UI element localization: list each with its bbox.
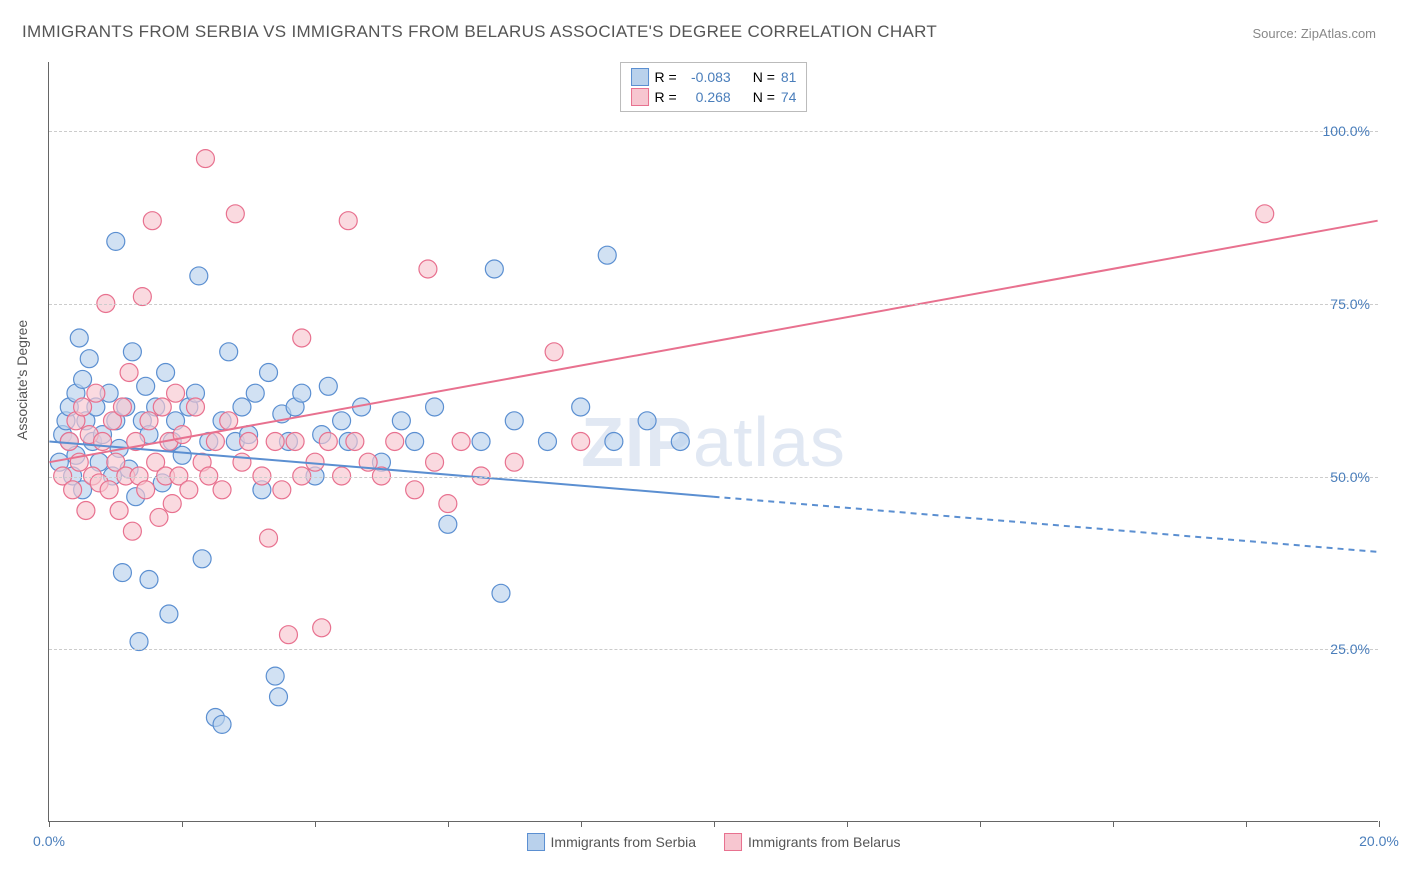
- plot-area: ZIPatlas R = -0.083 N = 81 R = 0.268 N =…: [48, 62, 1378, 822]
- source-attribution: Source: ZipAtlas.com: [1252, 26, 1376, 41]
- gridline: [49, 131, 1378, 132]
- x-tick: [315, 821, 316, 827]
- gridline: [49, 477, 1378, 478]
- watermark-bold: ZIP: [581, 403, 693, 481]
- watermark-rest: atlas: [693, 403, 846, 481]
- legend-swatch-serbia: [631, 68, 649, 86]
- x-tick-label-left: 0.0%: [33, 833, 65, 849]
- legend-label: Immigrants from Serbia: [551, 834, 696, 850]
- y-axis-label: Associate's Degree: [14, 320, 30, 440]
- legend-row-belarus: R = 0.268 N = 74: [631, 87, 797, 107]
- y-tick-label: 100.0%: [1323, 123, 1370, 139]
- legend-r-value: 0.268: [683, 89, 731, 105]
- legend-n-label: N =: [753, 89, 775, 105]
- legend-r-label: R =: [655, 69, 677, 85]
- legend-row-serbia: R = -0.083 N = 81: [631, 67, 797, 87]
- legend-swatch-belarus: [724, 833, 742, 851]
- legend-label: Immigrants from Belarus: [748, 834, 900, 850]
- legend-swatch-serbia: [527, 833, 545, 851]
- chart-container: IMMIGRANTS FROM SERBIA VS IMMIGRANTS FRO…: [0, 0, 1406, 892]
- x-tick: [1379, 821, 1380, 827]
- y-tick-label: 50.0%: [1330, 469, 1370, 485]
- watermark: ZIPatlas: [581, 402, 846, 482]
- x-tick: [1246, 821, 1247, 827]
- x-tick: [847, 821, 848, 827]
- y-tick-label: 25.0%: [1330, 641, 1370, 657]
- legend-n-value: 81: [781, 69, 797, 85]
- x-tick: [714, 821, 715, 827]
- legend-n-value: 74: [781, 89, 797, 105]
- y-tick-label: 75.0%: [1330, 296, 1370, 312]
- x-tick: [980, 821, 981, 827]
- series-legend: Immigrants from Serbia Immigrants from B…: [527, 833, 901, 851]
- x-tick: [49, 821, 50, 827]
- x-tick: [182, 821, 183, 827]
- x-tick: [1113, 821, 1114, 827]
- chart-title: IMMIGRANTS FROM SERBIA VS IMMIGRANTS FRO…: [22, 22, 937, 42]
- legend-item-serbia: Immigrants from Serbia: [527, 833, 696, 851]
- x-tick-label-right: 20.0%: [1359, 833, 1399, 849]
- x-tick: [448, 821, 449, 827]
- legend-r-label: R =: [655, 89, 677, 105]
- gridline: [49, 304, 1378, 305]
- legend-n-label: N =: [753, 69, 775, 85]
- legend-swatch-belarus: [631, 88, 649, 106]
- x-tick: [581, 821, 582, 827]
- correlation-legend: R = -0.083 N = 81 R = 0.268 N = 74: [620, 62, 808, 112]
- legend-item-belarus: Immigrants from Belarus: [724, 833, 900, 851]
- gridline: [49, 649, 1378, 650]
- legend-r-value: -0.083: [683, 69, 731, 85]
- chart-svg: [49, 62, 1378, 821]
